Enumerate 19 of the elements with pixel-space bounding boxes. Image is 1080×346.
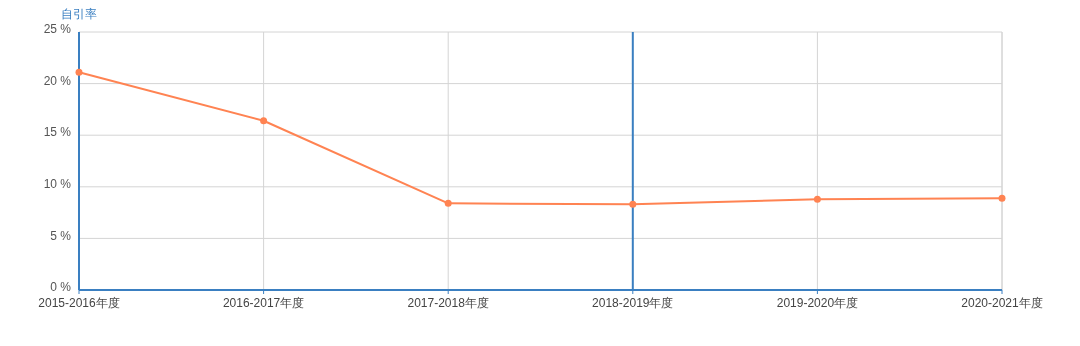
y-tick-label: 20 % [43, 73, 72, 88]
x-tick-label: 2019-2020年度 [776, 296, 859, 310]
x-tick-label: 2015-2016年度 [38, 296, 120, 310]
x-tick-label: 2018-2019年度 [592, 296, 674, 310]
point [813, 195, 821, 203]
x-tick-label: 2016-2017年度 [222, 296, 305, 310]
y-tick-label: 0 % [50, 280, 72, 295]
y-tick-label: 25 % [43, 22, 72, 37]
x-tick-label: 2020-2021年度 [961, 296, 1043, 310]
point [998, 194, 1006, 202]
y-tick-label: 15 % [43, 125, 72, 140]
x-tick-label: 2017-2018年度 [407, 296, 489, 310]
y-tick-label: 5 % [50, 228, 72, 243]
y-axis-title: 自引率 [61, 7, 97, 21]
point [629, 200, 637, 208]
y-tick-label: 10 % [43, 176, 72, 191]
point [444, 199, 452, 207]
point [260, 117, 268, 125]
point [75, 68, 83, 76]
